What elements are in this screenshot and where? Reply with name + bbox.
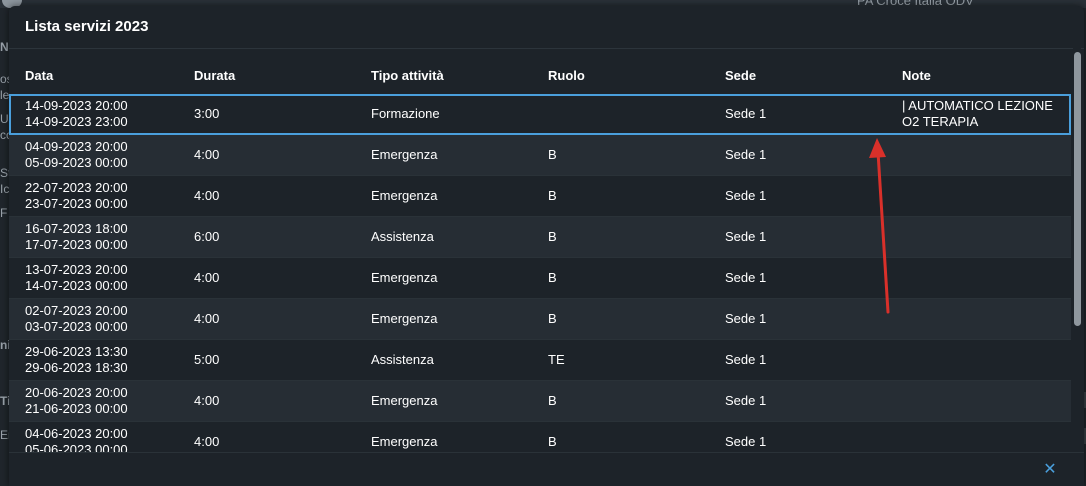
cell-durata: 4:00 [194, 270, 220, 285]
table-row[interactable]: 20-06-2023 20:00 21-06-2023 00:00 4:00 Emer… [9, 381, 1071, 422]
cell-data-end: 23-07-2023 00:00 [25, 196, 128, 211]
cell-data-start: 20-06-2023 20:00 [25, 385, 128, 400]
cell-ruolo: B [548, 311, 557, 326]
column-header-durata: Durata [194, 68, 236, 83]
table-row[interactable]: 14-09-2023 20:00 14-09-2023 23:00 3:00 Form… [9, 94, 1071, 135]
cell-data-end: 17-07-2023 00:00 [25, 237, 128, 252]
cell-ruolo: TE [548, 352, 565, 367]
cell-tipo: Formazione [371, 106, 440, 121]
cell-data-end: 21-06-2023 00:00 [25, 401, 128, 416]
table-body: 14-09-2023 20:00 14-09-2023 23:00 3:00 Form… [9, 94, 1071, 463]
cell-sede: Sede 1 [725, 393, 767, 408]
column-header-ruolo: Ruolo [548, 68, 585, 83]
services-dialog: Lista servizi 2023 Data Durata Tipo atti… [9, 6, 1084, 486]
cell-data: 13-07-2023 20:00 14-07-2023 00:00 [25, 262, 128, 294]
cell-ruolo: B [548, 270, 557, 285]
cell-sede: Sede 1 [725, 188, 767, 203]
cell-data: 20-06-2023 20:00 21-06-2023 00:00 [25, 385, 128, 417]
background-fragment: le [0, 88, 10, 102]
cell-data-start: 02-07-2023 20:00 [25, 303, 128, 318]
background-topbar [0, 0, 1086, 8]
cell-durata: 4:00 [194, 188, 220, 203]
background-fragment: N [0, 40, 9, 54]
cell-sede: Sede 1 [725, 311, 767, 326]
column-header-data: Data [25, 68, 54, 83]
close-icon: ✕ [1043, 461, 1057, 478]
cell-tipo: Emergenza [371, 147, 438, 162]
cell-data-start: 14-09-2023 20:00 [25, 98, 128, 113]
cell-sede: Sede 1 [725, 106, 767, 121]
dialog-title: Lista servizi 2023 [25, 18, 149, 35]
cell-data: 02-07-2023 20:00 03-07-2023 00:00 [25, 303, 128, 335]
background-fragment: Ic [0, 182, 10, 196]
cell-sede: Sede 1 [725, 229, 767, 244]
background-org-name: PA Croce Italia ODV [857, 0, 974, 8]
cell-durata: 3:00 [194, 106, 220, 121]
column-header-sede: Sede [725, 68, 757, 83]
cell-data: 04-09-2023 20:00 05-09-2023 00:00 [25, 139, 128, 171]
cell-tipo: Emergenza [371, 434, 438, 449]
scrollbar[interactable] [1073, 48, 1081, 448]
background-fragment: Ti [0, 394, 11, 408]
cell-tipo: Assistenza [371, 352, 434, 367]
background-fragment: F [0, 206, 8, 220]
cell-sede: Sede 1 [725, 434, 767, 449]
cell-ruolo: B [548, 188, 557, 203]
cell-sede: Sede 1 [725, 147, 767, 162]
cell-durata: 4:00 [194, 393, 220, 408]
cell-durata: 4:00 [194, 434, 220, 449]
cell-data-start: 16-07-2023 18:00 [25, 221, 128, 236]
cell-tipo: Assistenza [371, 229, 434, 244]
cell-durata: 5:00 [194, 352, 220, 367]
cell-ruolo: B [548, 393, 557, 408]
table-row[interactable]: 16-07-2023 18:00 17-07-2023 00:00 6:00 Assi… [9, 217, 1071, 258]
cell-data-start: 13-07-2023 20:00 [25, 262, 128, 277]
column-header-note: Note [902, 68, 931, 83]
cell-ruolo: B [548, 434, 557, 449]
cell-durata: 4:00 [194, 147, 220, 162]
table-row[interactable]: 02-07-2023 20:00 03-07-2023 00:00 4:00 Emer… [9, 299, 1071, 340]
cell-tipo: Emergenza [371, 270, 438, 285]
table-row[interactable]: 22-07-2023 20:00 23-07-2023 00:00 4:00 Emer… [9, 176, 1071, 217]
dialog-footer: ✕ [9, 452, 1084, 486]
cell-data: 29-06-2023 13:30 29-06-2023 18:30 [25, 344, 128, 376]
cell-durata: 6:00 [194, 229, 220, 244]
cell-sede: Sede 1 [725, 352, 767, 367]
cell-note: | AUTOMATICO LEZIONE O2 TERAPIA [902, 98, 1053, 129]
cell-data-end: 14-07-2023 00:00 [25, 278, 128, 293]
table-row[interactable]: 04-09-2023 20:00 05-09-2023 00:00 4:00 Emer… [9, 135, 1071, 176]
cell-ruolo: B [548, 147, 557, 162]
background-fragment: U [0, 112, 9, 126]
table-row[interactable]: 29-06-2023 13:30 29-06-2023 18:30 5:00 Assi… [9, 340, 1071, 381]
background-fragment: St [0, 166, 12, 180]
services-table: Data Durata Tipo attività Ruolo Sede Not… [9, 56, 1071, 463]
cell-ruolo: B [548, 229, 557, 244]
cell-data: 16-07-2023 18:00 17-07-2023 00:00 [25, 221, 128, 253]
cell-tipo: Emergenza [371, 311, 438, 326]
cell-sede: Sede 1 [725, 270, 767, 285]
cell-data-end: 05-09-2023 00:00 [25, 155, 128, 170]
cell-tipo: Emergenza [371, 393, 438, 408]
cell-tipo: Emergenza [371, 188, 438, 203]
cell-data: 14-09-2023 20:00 14-09-2023 23:00 [25, 98, 128, 130]
cell-durata: 4:00 [194, 311, 220, 326]
cell-data-start: 22-07-2023 20:00 [25, 180, 128, 195]
cell-data-end: 03-07-2023 00:00 [25, 319, 128, 334]
cell-data-end: 14-09-2023 23:00 [25, 114, 128, 129]
divider [9, 48, 1084, 49]
cell-data-start: 04-06-2023 20:00 [25, 426, 128, 441]
close-button[interactable]: ✕ [1039, 459, 1061, 481]
cell-data: 22-07-2023 20:00 23-07-2023 00:00 [25, 180, 128, 212]
avatar [2, 0, 22, 8]
scrollbar-thumb[interactable] [1074, 52, 1081, 326]
cell-data-start: 29-06-2023 13:30 [25, 344, 128, 359]
cell-data-end: 29-06-2023 18:30 [25, 360, 128, 375]
background-fragment: ni [0, 338, 11, 352]
column-header-tipo: Tipo attività [371, 68, 444, 83]
cell-data-start: 04-09-2023 20:00 [25, 139, 128, 154]
table-row[interactable]: 13-07-2023 20:00 14-07-2023 00:00 4:00 Emer… [9, 258, 1071, 299]
table-header: Data Durata Tipo attività Ruolo Sede Not… [9, 56, 1071, 94]
